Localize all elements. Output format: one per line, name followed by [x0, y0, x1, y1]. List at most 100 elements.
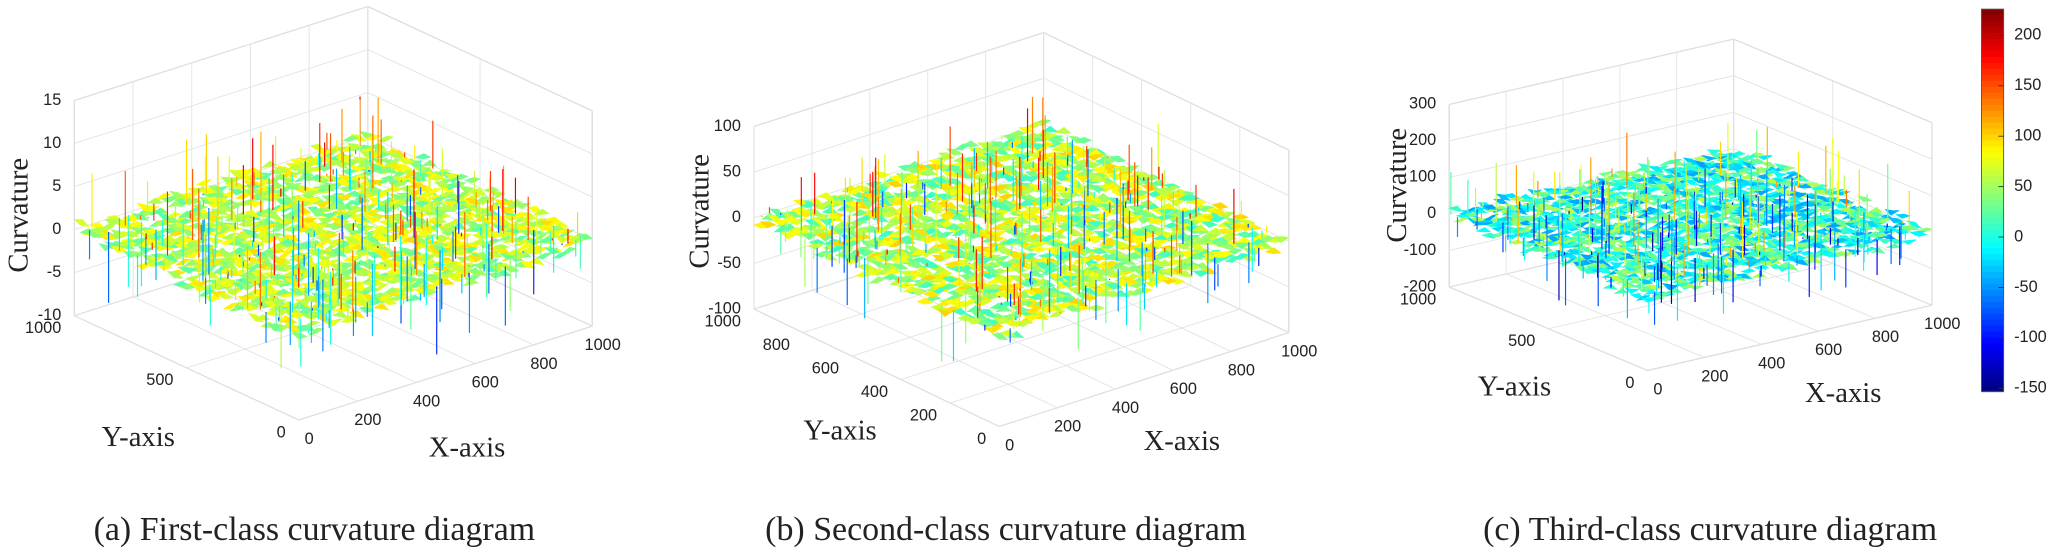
surface-cell: [1725, 214, 1739, 221]
x-axis-label: X-axis: [429, 432, 505, 464]
surface-cell: [1637, 243, 1653, 250]
surface-cell: [1803, 221, 1819, 227]
surface-cell: [944, 298, 963, 305]
surface-cell: [220, 256, 237, 264]
surface-cell: [1023, 314, 1041, 321]
surface-cell: [1608, 235, 1623, 242]
surface-cell: [1887, 217, 1904, 224]
surface-cell: [861, 267, 879, 274]
surface-cell: [296, 306, 314, 314]
grid-line: [753, 32, 1290, 151]
surface-cell: [1056, 223, 1074, 231]
surface-cell: [934, 237, 952, 244]
surface-cell: [277, 195, 295, 204]
surface-cell: [1134, 216, 1152, 224]
surface-cell: [1692, 178, 1708, 184]
surface-cell: [318, 184, 336, 192]
surface-cell: [1238, 219, 1256, 227]
surface-cell: [1756, 184, 1772, 190]
surface-cell: [790, 206, 808, 214]
x-tick-label: 400: [1112, 399, 1139, 417]
surface-cell: [936, 231, 954, 239]
surface-cell: [897, 235, 915, 242]
surface-cell: [1141, 184, 1158, 191]
surface-cell: [1107, 271, 1125, 279]
surface-cell: [237, 295, 255, 303]
y-tick-label: 600: [812, 359, 839, 377]
z-tick-label: 100: [714, 117, 741, 135]
surface-cell: [1028, 293, 1046, 301]
surface-cell: [353, 250, 370, 258]
surface-cell: [1128, 205, 1145, 213]
surface-cell: [981, 265, 999, 274]
y-tick-label: 1000: [705, 313, 741, 331]
surface-cell: [1656, 252, 1673, 258]
surface-cell: [1757, 155, 1773, 161]
surface-cell: [1208, 257, 1226, 264]
surface-cell: [1627, 278, 1643, 285]
surface-cell: [301, 312, 319, 319]
surface-cell: [224, 287, 241, 296]
grid-line: [753, 77, 1290, 197]
surface-cell: [1060, 281, 1078, 289]
surface-cell: [1038, 253, 1056, 261]
surface-cell: [356, 298, 374, 309]
surface-cell: [1632, 267, 1648, 274]
surface-cell: [517, 242, 534, 250]
surface-cell: [1598, 170, 1613, 177]
surface-cell: [1783, 172, 1798, 179]
surface-cell: [273, 166, 290, 174]
surface-cell: [1780, 166, 1796, 173]
surface-cell: [1197, 235, 1215, 243]
surface-cell: [320, 259, 338, 268]
z-tick-label: -100: [708, 299, 741, 317]
surface-cell: [996, 261, 1014, 269]
surface-cell: [989, 231, 1007, 238]
z-axis-label: Curvature: [2, 158, 34, 273]
surface-cell: [1752, 272, 1768, 278]
y-tick-label: 500: [146, 371, 173, 389]
x-tick-label: 600: [1170, 380, 1197, 398]
surface-cell: [1475, 227, 1492, 233]
surface-cell: [314, 177, 331, 184]
surface-cell: [468, 190, 486, 199]
surface-cell: [373, 249, 391, 256]
surface-cell: [915, 267, 933, 274]
surface-cell: [1206, 227, 1224, 235]
surface-cell: [262, 299, 279, 308]
surface-cell: [181, 267, 198, 274]
surface-cell: [1050, 292, 1068, 300]
surface-cell: [1774, 163, 1790, 170]
surface-cell: [1046, 272, 1064, 281]
surface-cell: [1624, 170, 1640, 177]
surface-cell: [1495, 193, 1512, 201]
surface-cell: [219, 238, 237, 246]
surface-cell: [1719, 268, 1736, 275]
surface-cell: [398, 246, 416, 255]
surface-cell: [457, 216, 474, 225]
x-tick-label: 0: [1005, 436, 1014, 454]
surface-cell: [390, 180, 408, 188]
surface-cell: [1574, 221, 1590, 228]
surface-cell: [938, 253, 956, 261]
surface-cell: [1621, 262, 1637, 270]
y-tick-label: 0: [977, 430, 986, 448]
surface-cell: [1201, 221, 1218, 228]
surface-cell: [955, 171, 973, 180]
surface-cell: [1189, 198, 1207, 206]
surface-cell: [1621, 179, 1636, 186]
surface-cell: [1658, 196, 1675, 202]
surface-cell: [1051, 144, 1069, 152]
surface-cell: [451, 222, 468, 231]
surface-cell: [239, 217, 256, 226]
surface-cell: [895, 173, 913, 181]
surface-cell: [1793, 259, 1809, 266]
x-tick-label: 800: [1228, 361, 1255, 379]
surface-cell: [944, 261, 962, 269]
surface-cell: [349, 164, 366, 173]
surface-cell: [1089, 174, 1107, 183]
surface-cell: [1896, 223, 1912, 233]
surface-cell: [1192, 270, 1210, 278]
surface-cell: [469, 206, 487, 214]
surface-cell: [1733, 259, 1749, 266]
